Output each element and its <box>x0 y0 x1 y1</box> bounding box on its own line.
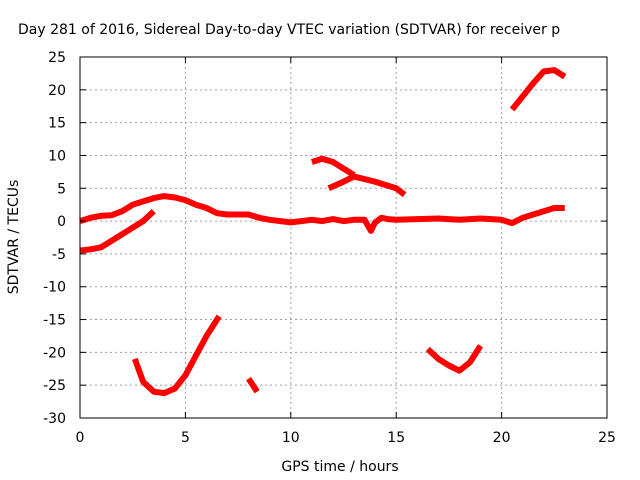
series-group <box>79 67 567 397</box>
y-tick-label: 10 <box>48 148 66 164</box>
grid-lines <box>80 57 607 418</box>
y-tick-label: 20 <box>48 83 66 99</box>
y-tick-label: -30 <box>43 411 66 427</box>
x-axis-label: GPS time / hours <box>281 459 398 475</box>
x-tick-label: 0 <box>76 430 85 446</box>
series-arc-early-dip <box>131 314 222 397</box>
y-tick-label: -5 <box>52 247 66 263</box>
y-tick-label: 5 <box>57 181 66 197</box>
chart-title: Day 281 of 2016, Sidereal Day-to-day VTE… <box>18 22 560 38</box>
y-tick-label: 25 <box>48 50 66 66</box>
y-tick-label: -10 <box>43 280 66 296</box>
plot-area-frame <box>79 56 608 419</box>
series-arc-upper-drop <box>311 155 356 178</box>
y-tick-label: -25 <box>43 378 66 394</box>
y-tick-label: 15 <box>48 116 66 132</box>
y-tick-label: -20 <box>43 345 66 361</box>
series-arc-short-drop <box>246 376 260 394</box>
y-tick-label: -15 <box>43 313 66 329</box>
series-arc-late-high <box>509 67 567 112</box>
series-arc-early-rise <box>79 209 156 254</box>
series-arc-main <box>79 193 565 234</box>
series-arc-upper-mid <box>327 173 407 198</box>
axis-ticks: 0 5 10 15 20 25 -30 -25 -20 -15 -10 -5 0 5 10 15 20 25 <box>43 50 616 446</box>
y-tick-label: 0 <box>57 214 66 230</box>
y-axis-label: SDTVAR / TECUs <box>6 180 22 295</box>
series-arc-late-dip <box>425 344 484 374</box>
x-tick-label: 5 <box>181 430 190 446</box>
x-tick-label: 15 <box>387 430 405 446</box>
x-tick-label: 20 <box>493 430 511 446</box>
x-tick-label: 10 <box>282 430 300 446</box>
x-tick-label: 25 <box>598 430 616 446</box>
